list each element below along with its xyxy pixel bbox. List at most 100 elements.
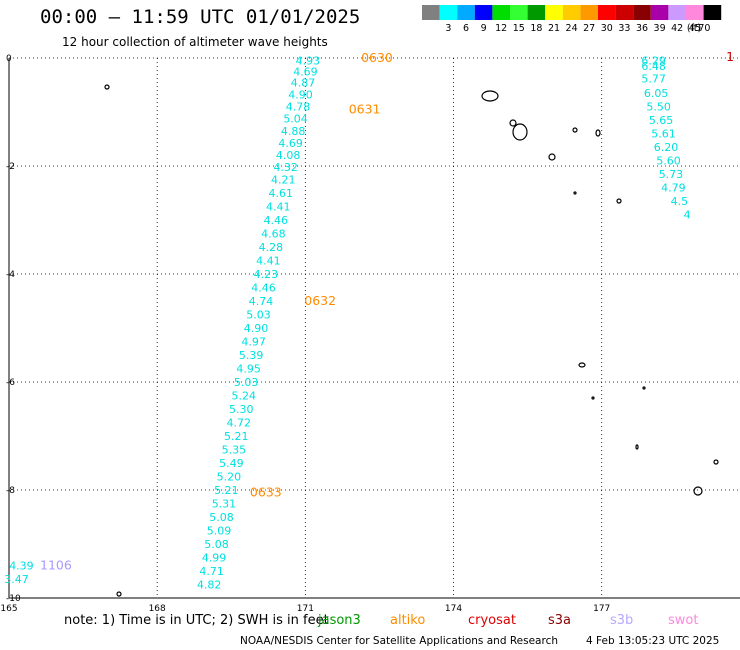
swh-value-label: 5.04 bbox=[283, 112, 308, 125]
legend-swatch bbox=[422, 5, 440, 20]
swh-value-label: 5.35 bbox=[222, 444, 247, 457]
swh-value-label: 5.03 bbox=[246, 309, 271, 322]
footer-note: note: 1) Time is in UTC; 2) SWH is in fe… bbox=[64, 613, 329, 628]
page-title: 00:00 – 11:59 UTC 01/01/2025 bbox=[40, 6, 361, 28]
island-outline bbox=[591, 396, 595, 400]
swh-value-label: 4.23 bbox=[254, 268, 279, 281]
legend-tick-label: 9 bbox=[481, 23, 487, 34]
legend-tick-label: 36 bbox=[636, 23, 648, 34]
page-subtitle: 12 hour collection of altimeter wave hei… bbox=[62, 35, 328, 49]
pass-time-label: 1106 bbox=[40, 558, 72, 573]
island-outline bbox=[642, 386, 646, 390]
island-outline bbox=[693, 486, 703, 496]
lat-tick-label: -6 bbox=[6, 378, 15, 388]
pass-time-label: 0631 bbox=[349, 101, 381, 116]
legend-tick-label: 33 bbox=[618, 23, 630, 34]
swh-value-label: 4.71 bbox=[199, 565, 224, 578]
legend-tick-label: 30 bbox=[601, 23, 613, 34]
swh-value-label: 4.87 bbox=[291, 76, 316, 89]
swh-value-label: 4.97 bbox=[241, 336, 266, 349]
legend-tick-label: 24 bbox=[566, 23, 578, 34]
swh-value-label: 6.05 bbox=[644, 87, 669, 100]
legend-swatch bbox=[686, 5, 704, 20]
legend-swatch bbox=[510, 5, 528, 20]
swh-value-label: 5.21 bbox=[214, 484, 239, 497]
lon-tick-label: 174 bbox=[445, 604, 462, 614]
island-outline bbox=[595, 129, 601, 137]
swh-value-label: 4.41 bbox=[256, 255, 281, 268]
swh-value-label: 5.73 bbox=[659, 168, 684, 181]
swh-value-label: 4.69 bbox=[278, 137, 303, 150]
legend-swatch bbox=[474, 5, 493, 20]
swh-value-label: 4.46 bbox=[251, 282, 276, 295]
legend-swatch bbox=[562, 5, 581, 20]
swh-value-label: 5.50 bbox=[646, 101, 671, 114]
swh-value-label: 5.03 bbox=[234, 376, 259, 389]
swh-value-label: 4.68 bbox=[261, 228, 286, 241]
island-outline bbox=[635, 444, 639, 450]
pass-time-label: 0632 bbox=[304, 293, 336, 308]
swh-value-label: 4.41 bbox=[266, 201, 291, 214]
legend-tick-label: 12 bbox=[495, 23, 507, 34]
footer-credit: NOAA/NESDIS Center for Satellite Applica… bbox=[240, 635, 558, 647]
legend-swatch bbox=[650, 5, 669, 20]
swh-value-label: 5.61 bbox=[651, 128, 676, 141]
legend-swatch bbox=[615, 5, 634, 20]
swh-value-label: 5.09 bbox=[207, 525, 232, 538]
swh-value-label: 5.20 bbox=[217, 471, 242, 484]
legend-swatch bbox=[457, 5, 475, 20]
swh-value-label: 5.31 bbox=[212, 498, 237, 511]
swh-value-label: 4.90 bbox=[244, 322, 269, 335]
mission-label: cryosat bbox=[468, 613, 516, 628]
island-outline bbox=[509, 119, 517, 127]
legend-tick-label: 15 bbox=[513, 23, 525, 34]
legend-tick-label: 18 bbox=[530, 23, 542, 34]
pass-time-label: 1 bbox=[726, 49, 734, 64]
lat-tick-label: -4 bbox=[6, 270, 15, 280]
swh-value-label: 5.77 bbox=[641, 73, 666, 86]
swh-value-label: 4.79 bbox=[661, 182, 686, 195]
legend-unit-label: (ft) bbox=[687, 23, 701, 34]
mission-label: altiko bbox=[390, 613, 426, 628]
island-outline bbox=[481, 90, 499, 102]
legend-swatch bbox=[703, 5, 722, 20]
legend-swatch bbox=[668, 5, 686, 20]
swh-value-label: 5.65 bbox=[649, 114, 674, 127]
swh-value-label: 4.5 bbox=[671, 195, 689, 208]
swh-value-label: 5.08 bbox=[209, 511, 234, 524]
lat-tick-label: -8 bbox=[6, 486, 15, 496]
lon-tick-label: 177 bbox=[593, 604, 610, 614]
swh-value-label: 4.93 bbox=[296, 55, 321, 68]
island-outline bbox=[548, 153, 556, 161]
swh-value-label: 5.49 bbox=[219, 457, 244, 470]
legend-swatch bbox=[545, 5, 563, 20]
swh-value-label: 4.90 bbox=[288, 89, 313, 102]
legend-tick-label: 70 bbox=[698, 23, 710, 34]
swh-value-label: 4.78 bbox=[286, 101, 311, 114]
swh-value-label: 4.32 bbox=[273, 161, 298, 174]
swh-value-label: 5.24 bbox=[231, 390, 256, 403]
swh-value-label: 5.21 bbox=[224, 430, 249, 443]
legend-tick-label: 21 bbox=[548, 23, 560, 34]
legend-tick-label: 45 bbox=[689, 23, 701, 34]
island-outline bbox=[616, 198, 622, 204]
swh-value-label: 4.82 bbox=[197, 579, 222, 592]
lat-tick-label: 0 bbox=[6, 54, 12, 64]
pass-time-label: 0633 bbox=[250, 485, 282, 500]
mission-label: s3a bbox=[548, 613, 572, 628]
legend-tick-label: 27 bbox=[583, 23, 595, 34]
legend-tick-label: 39 bbox=[654, 23, 666, 34]
swh-value-label: 4.28 bbox=[259, 241, 284, 254]
lon-tick-label: 171 bbox=[297, 604, 314, 614]
legend-tick-label: 3 bbox=[445, 23, 451, 34]
legend-swatch bbox=[492, 5, 510, 20]
legend-tick-label: 42 bbox=[671, 23, 683, 34]
mission-label: swot bbox=[668, 613, 699, 628]
swh-value-label: 4.46 bbox=[264, 214, 289, 227]
island-outline bbox=[713, 459, 719, 465]
swh-value-label: 5.60 bbox=[656, 155, 681, 168]
swh-value-label: 5.08 bbox=[204, 538, 229, 551]
swh-value-label: 4.08 bbox=[276, 149, 301, 162]
